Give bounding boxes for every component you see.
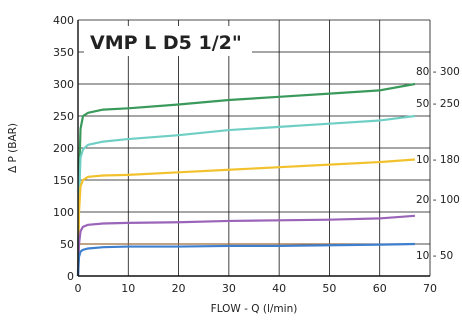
x-tick-label: 50 <box>322 282 336 295</box>
x-tick-label: 70 <box>423 282 437 295</box>
x-tick-label: 40 <box>272 282 286 295</box>
y-axis-label: Δ P (BAR) <box>7 123 19 173</box>
x-tick-label: 10 <box>121 282 135 295</box>
y-tick-label: 350 <box>53 46 74 59</box>
series-group <box>76 82 416 277</box>
series-label: 50 - 250 <box>416 98 460 110</box>
y-tick-label: 150 <box>53 174 74 187</box>
series-line <box>76 114 416 277</box>
x-tick-label: 0 <box>75 282 82 295</box>
series-line <box>76 242 415 277</box>
chart-title: VMP L D5 1/2" <box>90 32 242 54</box>
y-tick-label: 400 <box>53 14 74 27</box>
series-line <box>76 214 415 277</box>
y-tick-label: 200 <box>53 142 74 155</box>
series-label: 10 - 180 <box>416 154 460 166</box>
y-tick-label: 300 <box>53 78 74 91</box>
x-tick-label: 20 <box>172 282 186 295</box>
series-label: 10 - 50 <box>416 250 453 262</box>
x-axis-label: FLOW - Q (l/min) <box>211 303 298 315</box>
series-label: 80 - 300 <box>416 66 460 78</box>
right-labels: 80 - 300 50 - 250 10 - 180 20 - 100 10 - 50 <box>416 66 460 262</box>
y-tick-label: 100 <box>53 206 74 219</box>
series-line <box>76 82 416 277</box>
tick-labels: 0 10 20 30 40 50 60 70 0 50 100 150 200 250 300 350 400 <box>53 14 437 295</box>
x-tick-label: 60 <box>373 282 387 295</box>
title-box <box>84 26 252 56</box>
axes <box>77 20 430 277</box>
y-tick-label: 0 <box>67 270 74 283</box>
series-label: 20 - 100 <box>416 194 460 206</box>
y-tick-label: 250 <box>53 110 74 123</box>
y-tick-label: 50 <box>60 238 74 251</box>
x-tick-label: 30 <box>222 282 236 295</box>
series-line <box>76 158 415 277</box>
